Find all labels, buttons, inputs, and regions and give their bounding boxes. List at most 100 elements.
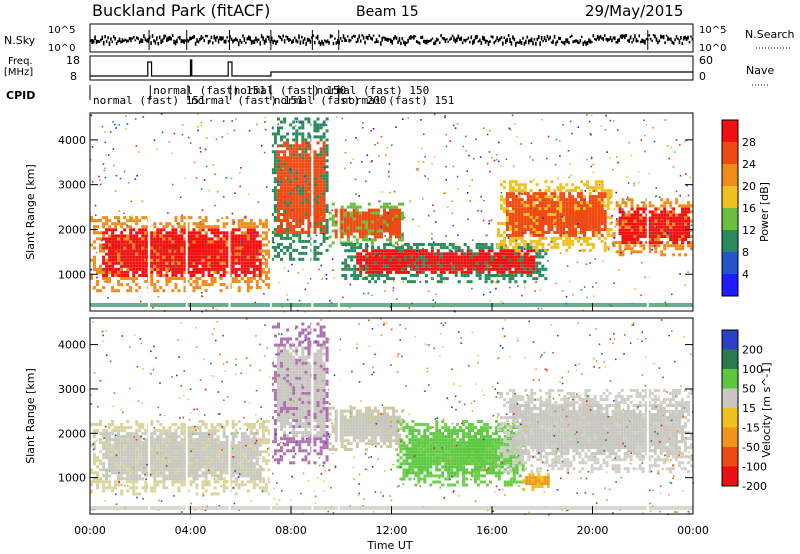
noise-cell (177, 240, 179, 243)
noise-cell (433, 155, 436, 158)
heatmap-cell (99, 462, 102, 466)
heatmap-cell (277, 156, 280, 160)
heatmap-cell (246, 258, 250, 262)
heatmap-cell (505, 195, 509, 199)
heatmap-cell (280, 174, 283, 178)
heatmap-cell (535, 248, 539, 252)
heatmap-cell (292, 150, 296, 154)
heatmap-cell (117, 258, 121, 262)
nsky-sample (240, 41, 243, 44)
heatmap-cell (415, 270, 419, 274)
heatmap-cell (108, 480, 112, 484)
heatmap-cell (553, 216, 557, 219)
heatmap-cell (171, 234, 175, 238)
heatmap-cell (295, 144, 299, 148)
heatmap-cell (359, 243, 363, 246)
noise-cell (254, 301, 256, 304)
heatmap-cell (295, 165, 299, 169)
noise-cell (395, 126, 397, 128)
heatmap-cell (280, 144, 283, 148)
heatmap-cell (261, 249, 265, 253)
heatmap-cell (344, 258, 348, 262)
heatmap-cell (322, 225, 326, 228)
heatmap-cell (258, 222, 262, 226)
heatmap-cell (532, 267, 536, 271)
heatmap-cell (126, 219, 130, 223)
heatmap-cell (529, 198, 533, 202)
heatmap-cell (129, 477, 133, 481)
heatmap-cell (156, 246, 160, 250)
noise-cell (493, 159, 496, 162)
heatmap-cell (328, 235, 332, 239)
heatmap-cell (304, 156, 308, 160)
heatmap-cell (472, 267, 476, 271)
heatmap-cell (252, 258, 256, 262)
heatmap-cell (562, 222, 566, 225)
heatmap-cell (505, 192, 509, 196)
heatmap-cell (349, 241, 353, 245)
heatmap-cell (597, 186, 601, 190)
nsky-sample (559, 36, 562, 41)
noise-cell (365, 180, 367, 183)
heatmap-cell (559, 207, 563, 211)
heatmap-cell (96, 225, 99, 229)
nsky-sample (286, 36, 289, 41)
heatmap-cell (386, 264, 389, 268)
noise-cell (593, 295, 595, 297)
heatmap-cell (111, 471, 115, 475)
heatmap-cell (547, 228, 551, 231)
heatmap-cell (283, 165, 287, 169)
heatmap-cell (258, 258, 262, 262)
nsky-sample (624, 34, 626, 40)
heatmap-cell (141, 261, 145, 265)
noise-cell (184, 177, 187, 179)
heatmap-cell (171, 243, 175, 247)
noise-cell (171, 183, 174, 186)
heatmap-cell (401, 244, 404, 248)
heatmap-cell (621, 201, 625, 205)
heatmap-cell (123, 435, 127, 439)
heatmap-cell (565, 239, 569, 243)
heatmap-cell (120, 258, 124, 262)
heatmap-cell (210, 225, 214, 229)
heatmap-cell (280, 204, 283, 208)
noise-cell (552, 222, 555, 224)
noise-cell (263, 293, 265, 295)
nsky-sample (489, 40, 491, 43)
heatmap-cell (627, 210, 631, 214)
heatmap-cell (141, 231, 145, 235)
heatmap-cell (138, 219, 142, 223)
heatmap-cell (123, 277, 127, 280)
nsky-sample (522, 36, 524, 40)
heatmap-cell (386, 217, 389, 221)
heatmap-cell (624, 204, 628, 208)
heatmap-cell (171, 261, 175, 265)
cpid-segment-label: normal (fast) 151 (93, 94, 206, 107)
heatmap-cell (618, 228, 622, 232)
heatmap-cell (577, 213, 580, 216)
heatmap-cell (559, 228, 563, 231)
nsky-sample (438, 41, 441, 44)
heatmap-cell (424, 261, 428, 265)
heatmap-cell (544, 219, 548, 222)
heatmap-cell (313, 254, 317, 258)
heatmap-cell (93, 240, 96, 244)
noise-cell (515, 239, 518, 242)
nsky-sample (285, 35, 287, 38)
heatmap-cell (93, 219, 96, 223)
heatmap-cell (316, 183, 320, 187)
heatmap-cell (627, 225, 631, 229)
heatmap-cell (304, 174, 308, 178)
heatmap-cell (374, 274, 378, 277)
figure-title: Buckland Park (fitACF) (92, 1, 270, 20)
heatmap-cell (99, 219, 102, 223)
noise-cell (609, 119, 612, 122)
heatmap-cell (603, 189, 607, 193)
noise-cell (482, 293, 485, 296)
heatmap-cell (639, 219, 643, 223)
heatmap-cell (383, 243, 387, 246)
heatmap-cell (505, 201, 509, 205)
heatmap-cell (514, 216, 518, 219)
nsearch-tick-bottom: 10^0 (699, 43, 726, 54)
nsky-sample (635, 38, 638, 43)
